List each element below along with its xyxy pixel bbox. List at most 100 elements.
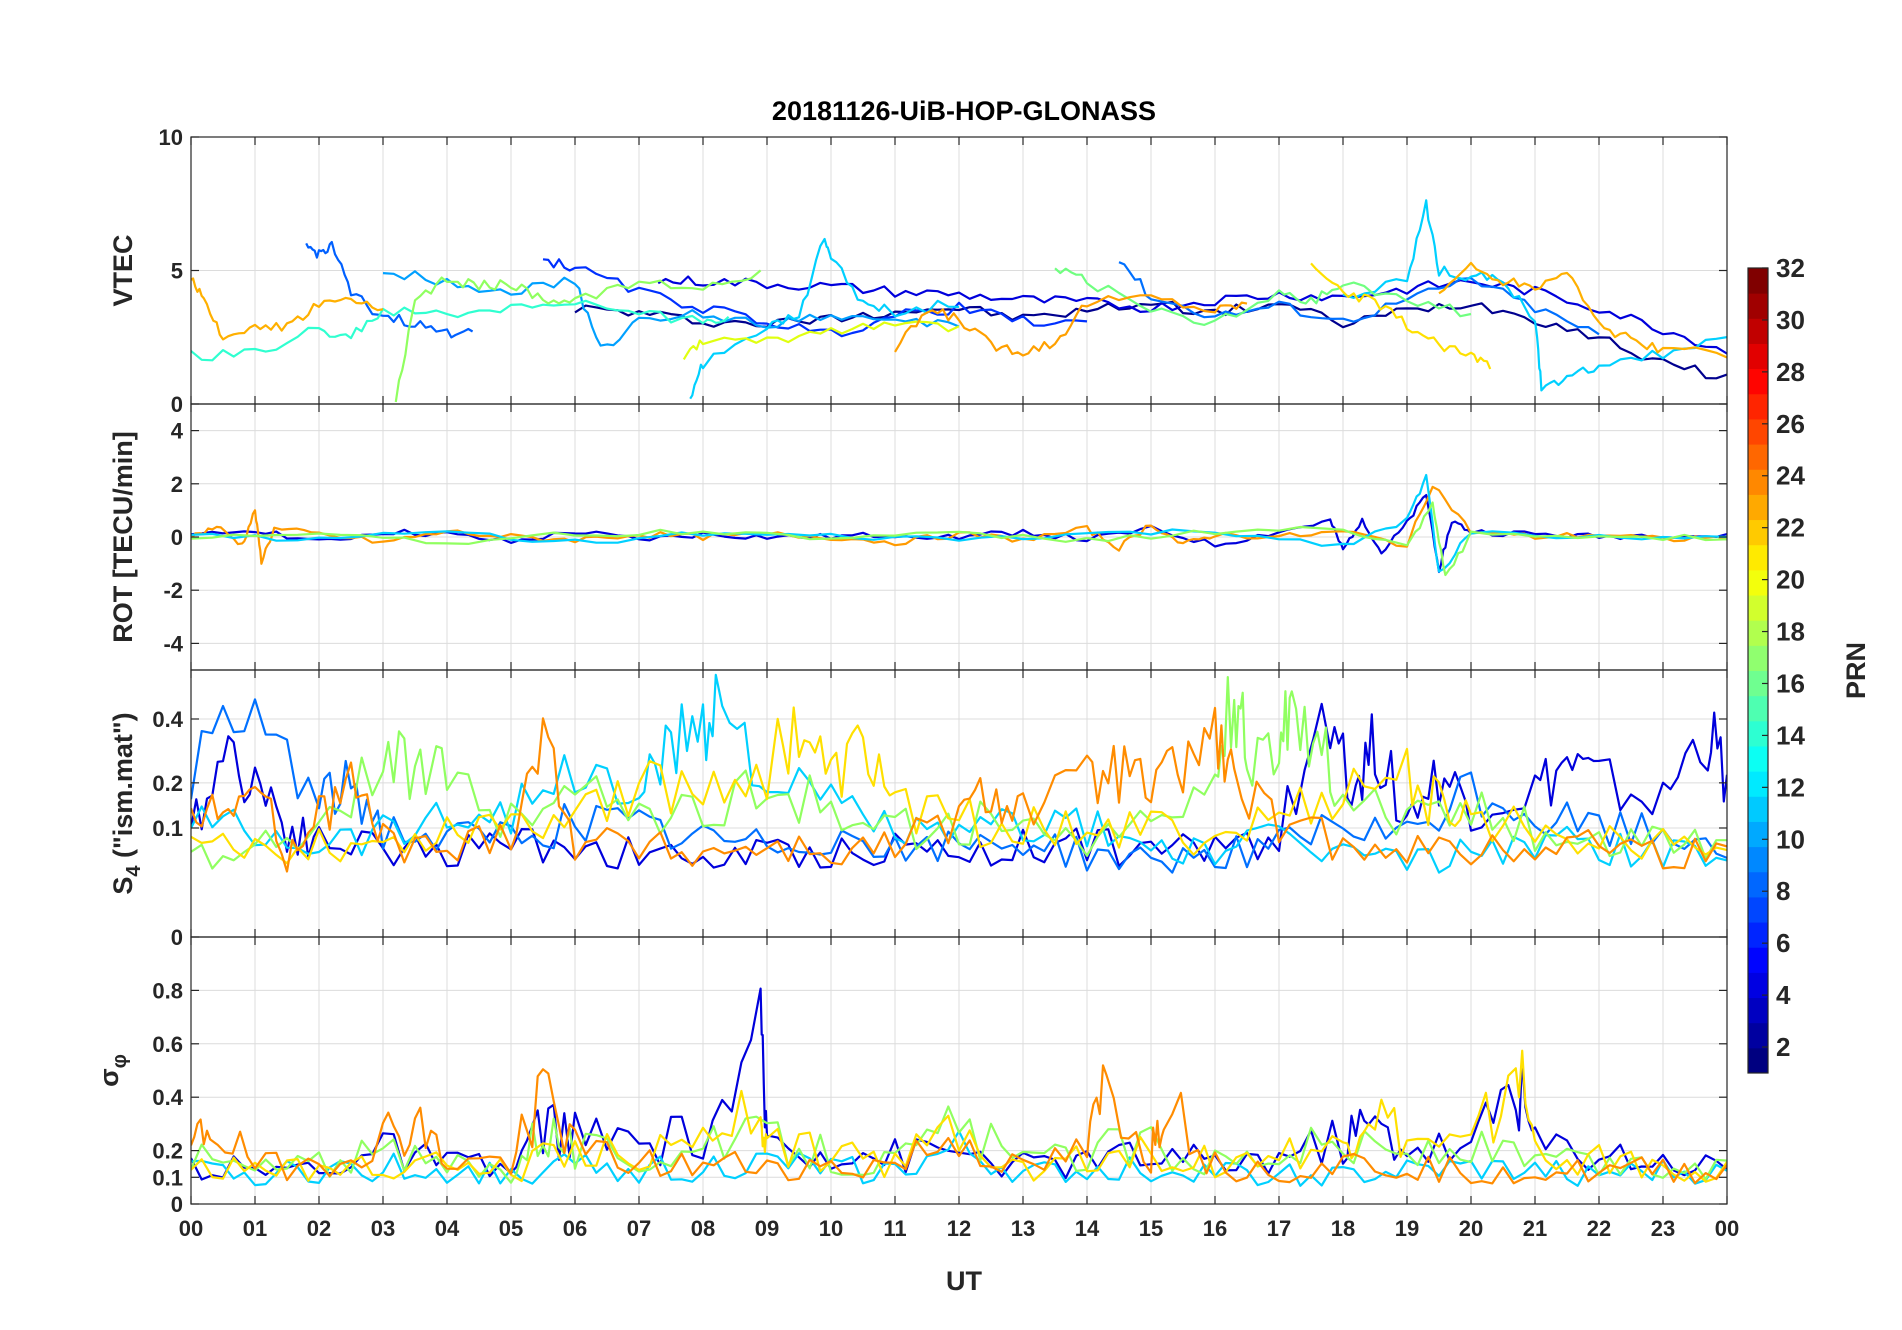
y-tick-label: 0 (171, 925, 183, 950)
colorbar-bin (1748, 293, 1768, 319)
colorbar-tick-label: 6 (1776, 928, 1790, 958)
series-rot-prn-17 (191, 501, 1727, 577)
colorbar-bin (1748, 544, 1768, 571)
panel-sigma: 00.10.2 0.4 0.6 0.8 σφ (94, 936, 1728, 1217)
colorbar-tick-label: 20 (1776, 565, 1805, 595)
y-tick-label: 0.1 (152, 816, 183, 841)
y-tick-label: 10 (159, 125, 183, 150)
colorbar-bin (1748, 695, 1768, 722)
y-axis-label-sigma: σφ (94, 1054, 131, 1087)
colorbar-bin (1748, 896, 1768, 923)
x-tick-label: 17 (1267, 1216, 1291, 1241)
colorbar-bin (1748, 720, 1768, 747)
grid-s4 (190, 670, 1728, 938)
y-tick-label: 5 (171, 259, 183, 284)
colorbar-bin (1748, 972, 1768, 999)
series-group-s4 (191, 673, 1727, 874)
colorbar-bin (1748, 444, 1768, 470)
colorbar-bin (1748, 947, 1768, 973)
colorbar-tick-label: 30 (1776, 305, 1805, 335)
x-tick-label: 13 (1011, 1216, 1035, 1241)
colorbar-bin (1748, 796, 1768, 822)
colorbar-bin (1748, 670, 1768, 697)
x-tick-label: 06 (563, 1216, 587, 1241)
y-tick-label: 0 (171, 1192, 183, 1217)
colorbar-bin (1748, 368, 1768, 395)
x-tick-label: 07 (627, 1216, 651, 1241)
colorbar-bin (1748, 745, 1768, 772)
colorbar-bin (1748, 645, 1768, 671)
colorbar-bin (1748, 871, 1768, 898)
panel-rot: -4 -2 0 2 4 ROT [TECU/min] (108, 403, 1728, 671)
series-vtec-prn-16 (1054, 267, 1472, 326)
colorbar-tick-label: 4 (1776, 980, 1791, 1010)
colorbar-tick-label: 16 (1776, 668, 1805, 698)
colorbar-bin (1748, 569, 1768, 596)
x-tick-label: 14 (1075, 1216, 1100, 1241)
series-vtec-prn-23 (894, 294, 1248, 357)
x-tick-label: 02 (307, 1216, 331, 1241)
colorbar-tick-label: 12 (1776, 772, 1805, 802)
colorbar-tick-label: 24 (1776, 461, 1805, 491)
y-tick-label: 0.8 (152, 978, 183, 1003)
series-rot-prn-12 (191, 473, 1727, 573)
colorbar-bin (1748, 997, 1768, 1024)
colorbar-bin (1748, 1047, 1768, 1074)
colorbar-bin (1748, 846, 1768, 873)
colorbar-bin (1748, 343, 1768, 370)
x-tick-label: 00 (1715, 1216, 1739, 1241)
colorbar-bin (1748, 393, 1768, 420)
colorbar-frame (1747, 267, 1769, 1074)
colorbar-bin (1748, 595, 1768, 621)
x-tick-label: 05 (499, 1216, 523, 1241)
y-tick-label: -2 (163, 578, 183, 603)
x-tick-label: 10 (819, 1216, 843, 1241)
y-tick-label: 0.4 (152, 707, 183, 732)
colorbar-tick-label: 14 (1776, 720, 1805, 750)
y-axis-label-rot: ROT [TECU/min] (108, 431, 138, 642)
colorbar-bin (1748, 469, 1768, 495)
x-tick-label: 11 (883, 1216, 906, 1241)
colorbar-bin (1748, 1022, 1768, 1049)
colorbar-bin (1748, 821, 1768, 848)
series-sigma-prn-23 (191, 1064, 1727, 1185)
x-tick-label: 18 (1331, 1216, 1355, 1241)
grid-sigma (190, 937, 1728, 1205)
series-s4-prn-23 (191, 706, 1727, 873)
colorbar-bin (1748, 418, 1768, 445)
y-axis-label-vtec: VTEC (108, 234, 138, 306)
x-tick-label: 12 (947, 1216, 971, 1241)
panel-s4: 0 0.1 0.2 0.4 S4 ("ism.mat") (108, 669, 1728, 950)
series-sigma-prn-17 (191, 1105, 1727, 1184)
series-vtec-prn-19 (682, 320, 960, 360)
series-vtec-prn-3 (657, 275, 1727, 355)
panel-vtec: 0 5 10 VTEC (108, 125, 1728, 417)
x-tick-label: 23 (1651, 1216, 1675, 1241)
x-tick-label: 04 (435, 1216, 460, 1241)
colorbar-tick-label: 32 (1776, 253, 1805, 283)
colorbar-tick-label: 10 (1776, 824, 1805, 854)
colorbar-tick-label: 22 (1776, 513, 1805, 543)
x-tick-label: 20 (1459, 1216, 1483, 1241)
series-vtec-prn-20 (1310, 262, 1492, 370)
y-tick-label: 0.2 (152, 771, 183, 796)
y-tick-label: 0 (171, 392, 183, 417)
x-tick-label: 09 (755, 1216, 779, 1241)
series-s4-prn-12 (191, 673, 1727, 874)
colorbar-bin (1748, 494, 1768, 521)
x-tick-label: 19 (1395, 1216, 1419, 1241)
series-vtec-prn-12 (689, 237, 960, 400)
series-group-sigma (191, 987, 1727, 1187)
x-tick-label: 22 (1587, 1216, 1611, 1241)
grid-rot (190, 404, 1728, 670)
colorbar-tick-label: 18 (1776, 617, 1805, 647)
series-vtec-prn-17 (394, 269, 762, 403)
x-tick-label: 01 (243, 1216, 267, 1241)
series-s4-prn-20 (191, 706, 1727, 865)
y-tick-label: 0.6 (152, 1032, 183, 1057)
series-vtec-prn-10 (382, 270, 960, 347)
colorbar-bin (1748, 771, 1768, 797)
